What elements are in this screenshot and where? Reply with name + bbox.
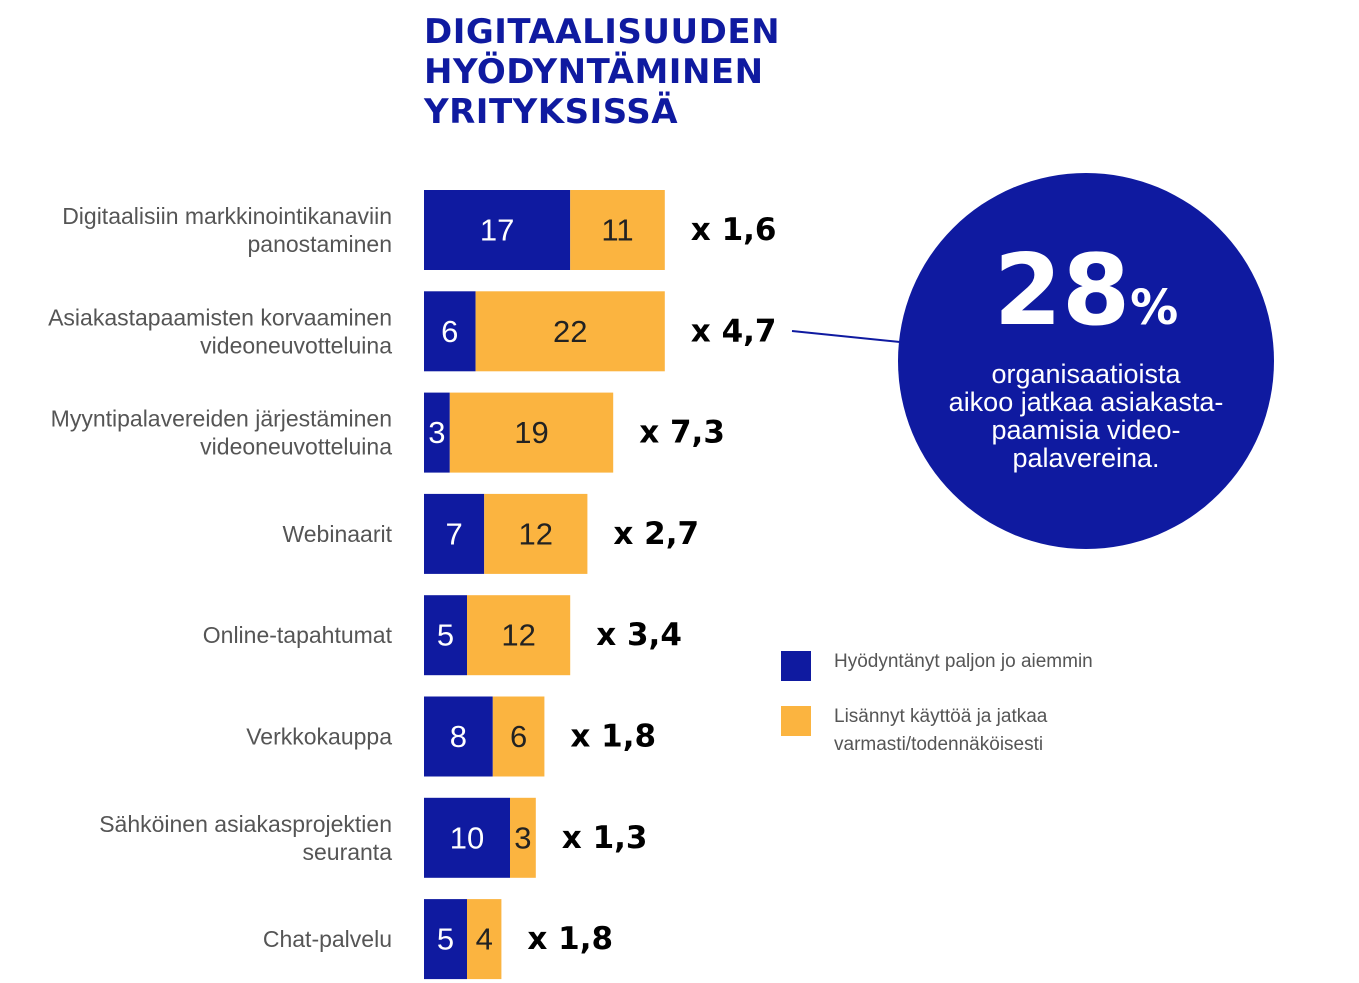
data-label: 19 [514,415,548,450]
multiplier-label: x 3,4 [596,617,682,653]
chart-title: DIGITAALISUUDEN HYÖDYNTÄMINEN YRITYKSISS… [424,12,844,132]
data-label: 4 [476,922,493,957]
multiplier-label: x 4,7 [691,313,777,349]
category-label-line: videoneuvotteluina [200,434,392,460]
category-label: Chat-palvelu [263,926,392,952]
bar-segment-earlier [424,899,467,980]
category-label: Online-tapahtumat [203,622,393,648]
category-label-line: Sähköinen asiakasprojektien [99,811,392,837]
category-label-line: Webinaarit [282,521,392,547]
bar-segment-earlier [424,392,450,473]
bar-segment-increased [570,190,665,270]
bar-segment-increased [492,696,545,777]
legend-label: Lisännyt käyttöä ja jatkaa varmasti/tode… [834,703,1154,759]
legend-swatch-blue [781,651,811,681]
multiplier-label: x 2,7 [613,516,699,552]
bar-segment-increased [510,797,536,878]
bar-segment-earlier [424,493,485,574]
category-label-line: Online-tapahtumat [203,622,393,648]
bar-segment-earlier [424,797,510,878]
multiplier-label: x 1,8 [527,921,613,957]
category-label: Verkkokauppa [246,724,392,750]
category-label-line: seuranta [302,839,392,865]
callout-unit: % [1130,280,1179,336]
bar-segment-increased [484,493,588,574]
multiplier-label: x 7,3 [639,415,725,451]
multiplier-label: x 1,6 [691,212,777,248]
callout-connector-line [791,330,901,343]
data-label: 3 [514,820,531,855]
legend-label-line: Hyödyntänyt paljon jo aiemmin [834,651,1093,672]
bar-segment-earlier [424,696,493,777]
multiplier-label: x 1,3 [562,820,648,856]
category-label-line: Asiakastapaamisten korvaaminen [48,304,392,330]
data-label: 6 [510,719,527,754]
data-label: 5 [437,618,454,653]
category-label-line: Digitaalisiin markkinointikanaviin [62,203,392,229]
callout-stat: 28% [898,241,1274,369]
data-label: 17 [480,213,514,248]
bar-segment-increased [475,291,665,372]
bar-segment-earlier [424,190,571,270]
data-label: 12 [519,516,553,551]
bar-segment-increased [467,595,571,676]
legend-label: Hyödyntänyt paljon jo aiemmin [834,648,1154,676]
bar-segment-earlier [424,595,467,676]
callout-text-line: paamisia video- [991,415,1181,445]
category-label-line: Verkkokauppa [246,724,392,750]
callout-number: 28 [993,234,1131,348]
category-label: Digitaalisiin markkinointikanaviin panost… [62,203,392,257]
callout-text: organisaatioista aikoo jatkaa asiakasta-… [918,360,1254,472]
data-label: 22 [553,314,587,349]
data-label: 7 [445,516,462,551]
callout-text-line: organisaatioista [991,359,1181,389]
bar-segment-increased [449,392,614,473]
category-label-line: Myyntipalavereiden järjestäminen [51,406,392,432]
multiplier-label: x 1,8 [570,719,656,755]
category-label-line: panostaminen [248,231,393,257]
legend-label-line: varmasti/todennäköisesti [834,734,1044,755]
data-label: 11 [601,213,633,248]
data-label: 10 [450,820,484,855]
data-label: 6 [441,314,458,349]
callout-text-line: palavereina. [1012,443,1160,473]
category-label: Webinaarit [282,521,392,547]
category-label-line: videoneuvotteluina [200,332,392,358]
callout-circle: 28% organisaatioista aikoo jatkaa asiaka… [898,173,1274,549]
chart-title-line: HYÖDYNTÄMINEN [424,52,764,92]
category-label: Sähköinen asiakasprojektien seuranta [99,811,392,865]
bar-segment-earlier [424,291,476,372]
bar-segment-increased [467,899,502,980]
chart-title-line: YRITYKSISSÄ [424,92,679,132]
data-label: 3 [428,415,445,450]
legend-label-line: Lisännyt käyttöä ja jatkaa [834,706,1048,727]
data-label: 5 [437,922,454,957]
category-label-line: Chat-palvelu [263,926,392,952]
category-label: Myyntipalavereiden järjestäminen videoneu… [51,406,393,460]
callout-text-line: aikoo jatkaa asiakasta- [948,387,1224,417]
data-label: 8 [450,719,467,754]
category-label: Asiakastapaamisten korvaaminen videoneuvo… [48,304,392,358]
legend-swatch-orange [781,706,811,736]
chart-title-line: DIGITAALISUUDEN [424,12,781,52]
data-label: 12 [501,618,535,653]
